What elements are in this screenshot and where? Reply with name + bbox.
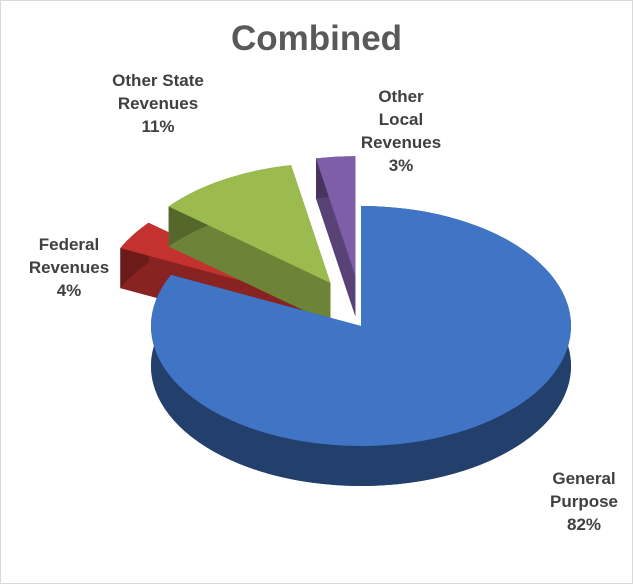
label-text: Federal Revenues (28, 235, 110, 277)
data-label: Other State Revenues 11% (112, 69, 204, 138)
slice (168, 165, 331, 283)
slice (316, 156, 356, 277)
label-text: 82% (566, 515, 602, 534)
slice-side (168, 206, 331, 323)
chart-title: Combined (230, 19, 403, 58)
label-text: 4% (56, 281, 82, 300)
label-text: Other Local Revenues (360, 87, 442, 152)
label-text: 11% (141, 117, 175, 136)
data-label: Other Local Revenues 3% (355, 85, 447, 177)
label-text: General Purpose (549, 469, 619, 511)
label-text: 3% (388, 156, 414, 175)
data-label: Federal Revenues 4% (23, 233, 115, 302)
data-label: General Purpose 82% (538, 467, 630, 536)
slice-side (316, 158, 356, 317)
slice (151, 206, 572, 447)
label-text: Other State Revenues (112, 71, 204, 113)
